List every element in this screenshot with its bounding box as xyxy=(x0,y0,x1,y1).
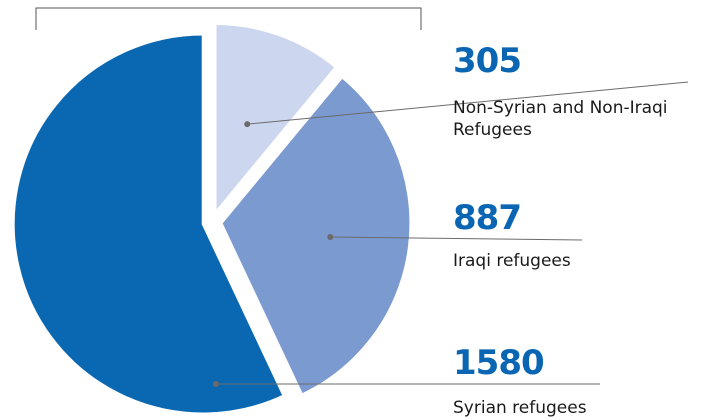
leader-dot-1 xyxy=(327,233,334,240)
slice-label-2-line-0: Syrian refugees xyxy=(453,398,587,418)
leader-line-1 xyxy=(330,236,583,241)
pie-slice-2 xyxy=(11,32,286,416)
slice-label-0-line-0: Non-Syrian and Non-Iraqi xyxy=(453,98,668,118)
slice-label-1-line-0: Iraqi refugees xyxy=(453,251,571,271)
leader-dot-0 xyxy=(244,121,251,128)
pie-slice-0 xyxy=(213,22,338,216)
slice-label-0-line-1: Refugees xyxy=(453,120,532,140)
slice-value-2: 1580 xyxy=(453,343,544,383)
pie-slices xyxy=(11,22,413,416)
slice-value-0: 305 xyxy=(453,41,521,81)
top-frame-bracket xyxy=(35,7,422,30)
leader-line-0 xyxy=(247,81,689,125)
leader-dot-2 xyxy=(213,381,219,387)
slice-value-1: 887 xyxy=(453,198,521,238)
